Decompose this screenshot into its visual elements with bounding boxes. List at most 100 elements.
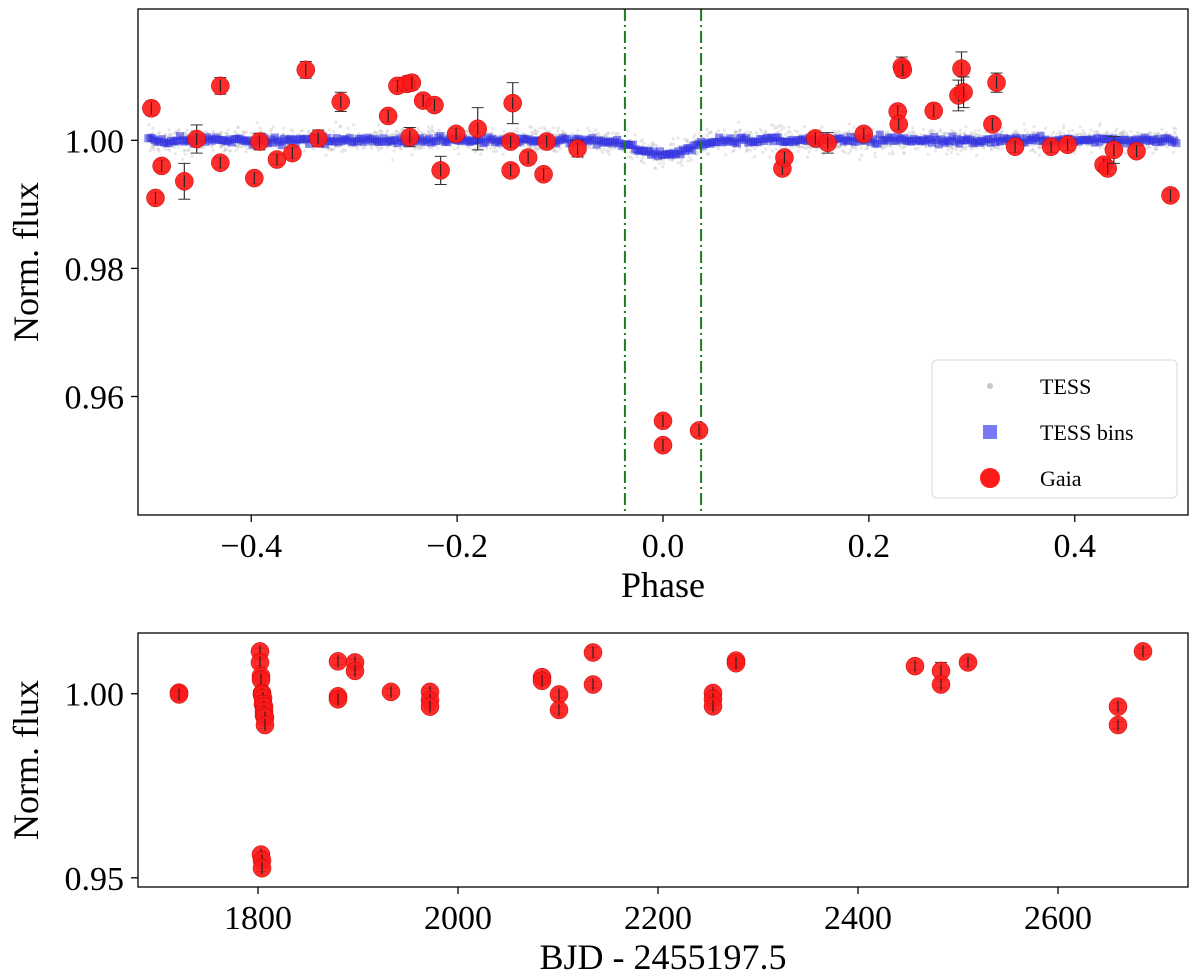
tess-point (538, 126, 542, 130)
tess-point (705, 128, 709, 132)
tess-point (1058, 129, 1062, 133)
legend-marker-tess (987, 383, 993, 389)
tess-point (913, 147, 918, 151)
tess-point (426, 129, 430, 134)
tess-point (820, 125, 824, 129)
tess-point (380, 146, 384, 150)
tess-point (1031, 131, 1035, 135)
tess-point (640, 138, 644, 142)
tess-point (529, 125, 534, 129)
tess-point (494, 149, 499, 153)
tess-point (653, 166, 657, 170)
gaia-point (187, 124, 206, 154)
tess-point (881, 147, 885, 151)
y-tick-label: 1.00 (65, 123, 125, 160)
tess-point (224, 147, 228, 151)
gaia-point (931, 675, 951, 694)
tess-point (219, 145, 224, 149)
gaia-point (503, 82, 522, 125)
tess-point (734, 130, 738, 134)
tess-point (776, 130, 780, 134)
tess-point (837, 129, 841, 133)
tess-point (1172, 126, 1176, 130)
tess-point (157, 132, 161, 136)
tess-point (954, 148, 958, 152)
tess-point (1079, 132, 1083, 137)
tess-point (157, 149, 161, 153)
tess-point (807, 150, 811, 154)
tess-point (1031, 148, 1035, 152)
tess-point (779, 146, 783, 150)
tess-point (788, 130, 792, 134)
tess-point (706, 152, 710, 156)
tess-point (553, 133, 557, 137)
tess-point (847, 122, 852, 126)
tess-bin (715, 133, 723, 142)
tess-bin (1172, 139, 1181, 148)
gaia-point (1058, 135, 1077, 155)
gaia-point (381, 682, 401, 702)
tess-point (529, 130, 533, 134)
tess-point (773, 126, 777, 130)
tess-point (1097, 124, 1101, 128)
tess-point (642, 161, 646, 165)
tess-point (1033, 150, 1038, 154)
tess-point (341, 148, 345, 152)
gaia-point (583, 643, 603, 662)
tess-point (493, 146, 497, 150)
tess-point (891, 152, 895, 156)
tess-point (1105, 130, 1109, 134)
tess-point (1089, 128, 1093, 132)
y-tick-label: 0.95 (65, 861, 125, 898)
tess-point (379, 129, 383, 133)
gaia-point (775, 148, 794, 167)
tess-point (183, 152, 187, 156)
tess-bin (653, 151, 662, 160)
tess-point (1077, 145, 1082, 149)
tess-point (338, 125, 343, 129)
gaia-point (954, 76, 973, 109)
tess-point (752, 155, 757, 159)
gaia-point (250, 132, 269, 151)
legend-label: TESS (1040, 374, 1091, 399)
tess-point (553, 149, 557, 153)
tess-point (760, 129, 764, 133)
tess-point (552, 126, 556, 130)
gaia-point (726, 653, 746, 673)
tess-point (603, 133, 607, 137)
tess-point (626, 155, 630, 159)
tess-bin (277, 141, 286, 150)
tess-bin (946, 137, 954, 146)
tess-point (806, 145, 810, 149)
tess-point (653, 143, 657, 147)
tess-bin (927, 138, 936, 147)
tess-point (854, 147, 858, 151)
tess-point (158, 130, 162, 134)
gaia-point (958, 653, 978, 672)
tess-point (501, 152, 505, 156)
tess-point (427, 146, 431, 150)
tess-point (686, 159, 690, 163)
tess-point (167, 128, 171, 132)
tess-point (653, 166, 658, 171)
gaia-point (889, 115, 908, 134)
tess-bin (563, 134, 572, 143)
tess-point (244, 150, 248, 154)
tess-point (1104, 131, 1108, 135)
gaia-point (653, 435, 673, 455)
tess-point (730, 149, 735, 153)
tess-point (787, 125, 791, 129)
tess-point (933, 149, 938, 153)
tess-point (1076, 132, 1080, 136)
tess-point (594, 128, 598, 132)
tess-point (1061, 131, 1065, 135)
tess-point (533, 147, 537, 151)
tess-point (640, 159, 644, 163)
tess-point (763, 129, 768, 133)
tess-point (1173, 132, 1177, 136)
tess-point (886, 130, 890, 135)
tess-point (190, 155, 194, 159)
tess-point (950, 150, 954, 154)
tess-point (800, 145, 804, 149)
legend: TESS TESS bins Gaia (931, 359, 1178, 499)
